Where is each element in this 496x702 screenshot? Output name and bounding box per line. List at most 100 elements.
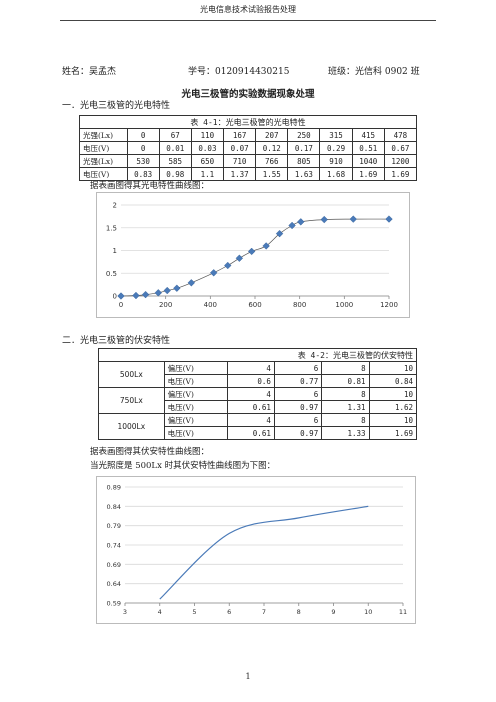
table-cell: 0.97 [273,426,323,440]
table-cell: 4 [226,361,275,375]
table-cell: 0.29 [319,141,353,155]
y-tick-label: 1 [113,247,117,255]
table-cell: 10 [368,361,418,375]
table-cell: 766 [255,154,289,168]
table-row: 电压(V) 0.61 0.97 1.33 1.69 [99,426,418,440]
student-name: 姓名：吴孟杰 [62,67,117,77]
x-tick-label: 1000 [335,301,353,309]
table-cell: 167 [223,128,257,142]
table-cell: 0.07 [223,141,257,155]
table-cell: 110 [190,128,225,142]
x-tick-label: 7 [262,608,266,616]
document-title: 光电三极管的实验数据现象处理 [181,89,315,100]
row-label: 电压(V) [79,141,128,155]
row-label: 偏压(V) [163,413,228,427]
table-row: 电压(V) 0.61 0.97 1.31 1.62 [99,400,418,414]
data-point [235,254,244,262]
data-point [224,261,232,270]
row-label: 电压(V) [163,374,228,388]
row-label: 偏压(V) [163,361,228,375]
section1-heading: 一．光电三极管的光电特性 [62,101,171,111]
volt-ampere-chart: 0.59 0.64 0.69 0.74 0.79 0.84 0.89 3 4 5 6 7 8 9 10 11 [96,476,416,624]
table-caption-row: 表 4-1：光电三极管的光电特性 [79,115,417,129]
table-row: 750Lx 偏压(V) 4 6 8 10 [98,387,418,414]
table-row: 电压(V) 0.83 0.98 1.1 1.37 1.55 1.63 1.68 … [79,167,418,181]
table-cell: 315 [319,128,353,142]
section1-note: 据表画图得其光电特性曲线图： [90,181,210,191]
table-cell: 1.69 [368,426,418,440]
x-tick-label: 8 [297,608,301,616]
x-tick-label: 3 [123,608,127,616]
data-point [297,218,305,226]
table-row: 1000Lx 偏压(V) 4 6 8 10 [98,413,418,440]
row-label: 电压(V) [163,426,228,440]
x-tick-label: 11 [399,608,407,616]
data-point [173,284,181,292]
table-cell: 710 [223,154,257,168]
page-number: 1 [245,672,251,681]
table-caption-row: 表 4-2：光电三极管的伏安特性 [98,348,417,362]
table-cell: 1.62 [368,400,418,414]
section2-note1: 据表画图得其伏安特性曲线图： [90,447,210,457]
page-header: 光电信息技术试验报告处理 [60,0,436,21]
y-tick-label: 0.64 [107,580,121,588]
table-cell: 0 [126,128,160,142]
table-cell: 1.1 [190,167,225,181]
y-tick-label: 0.84 [107,503,121,511]
table-cell: 6 [273,413,323,427]
table-cell: 207 [255,128,289,142]
table-cell: 67 [158,128,192,142]
table-cell: 530 [126,154,160,168]
table-cell: 8 [321,361,370,375]
table-cell: 585 [158,154,192,168]
row-label: 偏压(V) [163,387,228,401]
table-cell: 0.61 [226,426,275,440]
row-label: 光强(Lx) [79,128,128,142]
x-tick-label: 10 [364,608,372,616]
y-tick-label: 2 [113,202,117,210]
table-cell: 805 [287,154,321,168]
table-caption: 表 4-1：光电三极管的光电特性 [79,115,417,129]
row-label: 电压(V) [79,167,128,181]
table-cell: 650 [190,154,225,168]
data-point [288,221,296,230]
row-label: 电压(V) [163,400,228,414]
table-cell: 0.81 [321,374,370,388]
table-cell: 478 [383,128,418,142]
table-cell: 1.31 [321,400,370,414]
photoelectric-chart: 0 0.5 1 1.5 2 0 200 400 600 800 1000 1200 [96,192,410,318]
table-cell: 910 [319,154,353,168]
table-cell: 1.55 [255,167,289,181]
x-tick-label: 0 [119,301,123,309]
data-point [187,279,196,287]
section2-heading: 二．光电三极管的伏安特性 [62,336,171,346]
table-cell: 1.33 [321,426,370,440]
y-tick-label: 0.59 [107,600,121,608]
x-tick-label: 200 [159,301,172,309]
y-tick-label: 0 [113,293,117,301]
table-cell: 0.61 [226,400,275,414]
table-cell: 6 [273,387,323,401]
table-cell: 4 [226,387,275,401]
photoelectric-chart-svg: 0 0.5 1 1.5 2 0 200 400 600 800 1000 1200 [106,202,398,310]
table-caption: 表 4-2：光电三极管的伏安特性 [98,348,417,362]
x-tick-label: 1200 [380,301,398,309]
x-tick-label: 4 [158,608,162,616]
photoelectric-table: 表 4-1：光电三极管的光电特性 光强(Lx) 0 67 110 167 207… [79,115,418,181]
data-point [210,269,218,277]
volt-ampere-chart-svg: 0.59 0.64 0.69 0.74 0.79 0.84 0.89 3 4 5 6 7 8 9 10 11 [107,484,408,617]
table-cell: 1.37 [223,167,257,181]
table-cell: 415 [351,128,385,142]
table-cell: 0.97 [273,400,323,414]
series-line [159,505,369,600]
table-cell: 1.68 [319,167,353,181]
table-cell: 0.6 [226,374,275,388]
data-point [163,286,171,295]
table-cell: 0.51 [351,141,385,155]
data-point [132,291,140,300]
table-row: 光强(Lx) 530 585 650 710 766 805 910 1040 … [79,154,418,168]
row-label: 光强(Lx) [79,154,128,168]
y-tick-label: 1.5 [106,224,117,232]
table-cell: 0.03 [190,141,225,155]
table-cell: 1.69 [383,167,418,181]
